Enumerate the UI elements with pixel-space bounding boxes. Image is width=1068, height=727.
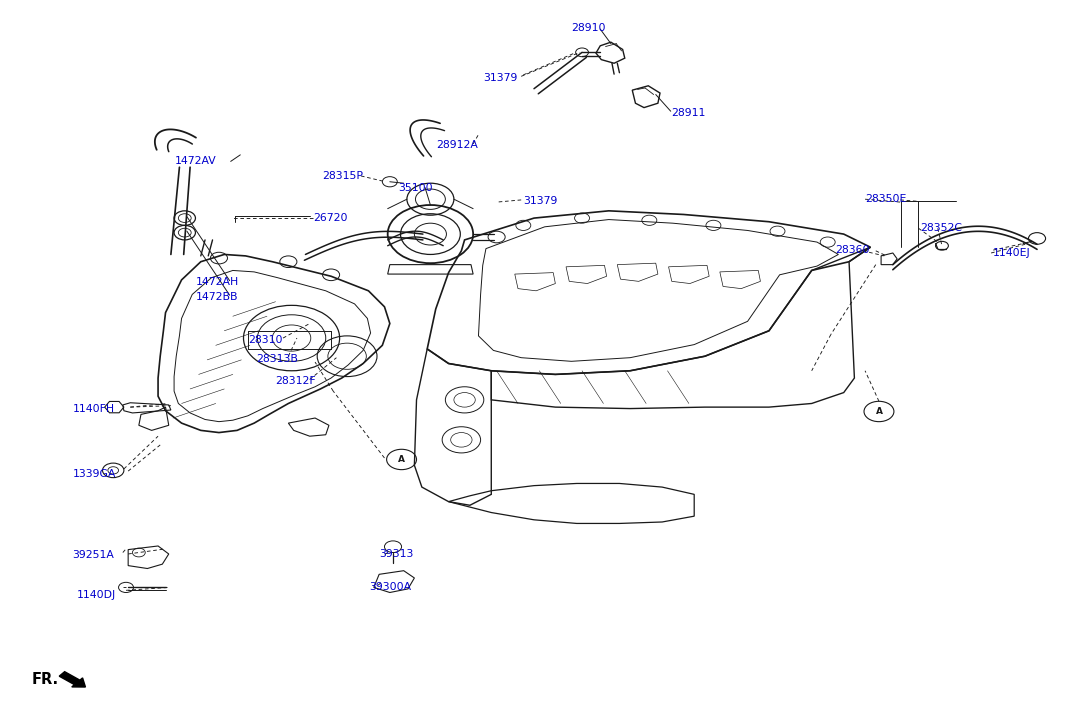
- Text: 1140DJ: 1140DJ: [77, 590, 116, 600]
- Text: A: A: [398, 455, 405, 464]
- Text: 39313: 39313: [379, 549, 413, 559]
- Text: 1339GA: 1339GA: [73, 469, 116, 479]
- Text: 28912A: 28912A: [436, 140, 477, 150]
- Text: FR.: FR.: [32, 672, 59, 687]
- Text: 28310: 28310: [248, 335, 282, 345]
- Text: A: A: [876, 407, 882, 416]
- Text: 1472AH: 1472AH: [195, 277, 238, 287]
- Text: 1140FH: 1140FH: [73, 403, 114, 414]
- Text: 28312F: 28312F: [276, 376, 316, 386]
- Text: 28352C: 28352C: [921, 223, 962, 233]
- FancyArrow shape: [59, 672, 85, 687]
- Text: 26720: 26720: [313, 213, 347, 223]
- Text: 1472BB: 1472BB: [195, 292, 238, 302]
- Text: 39300A: 39300A: [370, 582, 411, 593]
- Text: 28360: 28360: [835, 245, 869, 255]
- Text: 31379: 31379: [523, 196, 557, 206]
- Text: 35100: 35100: [398, 182, 433, 193]
- Text: 28350E: 28350E: [865, 194, 907, 204]
- Text: 1472AV: 1472AV: [175, 156, 217, 166]
- Text: 28315P: 28315P: [323, 171, 363, 181]
- Text: 28911: 28911: [671, 108, 705, 118]
- Text: 1140EJ: 1140EJ: [993, 248, 1031, 258]
- Text: 28313B: 28313B: [256, 354, 298, 364]
- Text: 39251A: 39251A: [73, 550, 114, 561]
- Text: 31379: 31379: [483, 73, 517, 83]
- Text: 28910: 28910: [571, 23, 606, 33]
